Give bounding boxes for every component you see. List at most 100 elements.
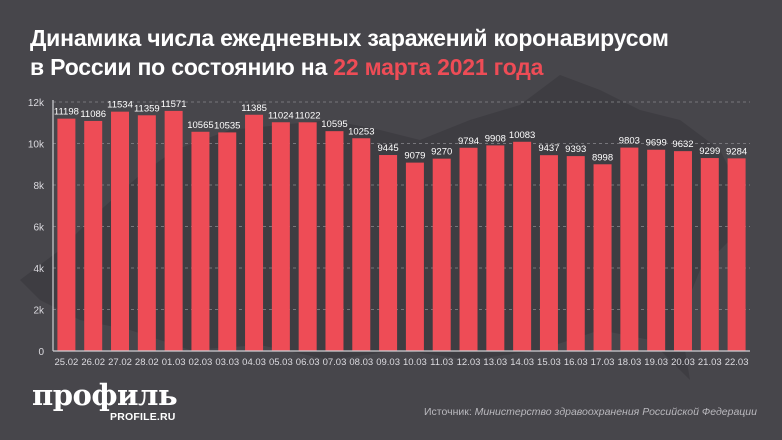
bar-28.02	[137, 115, 156, 351]
value-label: 11022	[295, 110, 321, 121]
value-label: 11534	[107, 100, 133, 111]
bar-21.03	[700, 158, 719, 351]
y-tick-label: 10k	[28, 140, 45, 151]
bar-12.03	[459, 147, 478, 351]
value-label: 9393	[565, 144, 586, 155]
title-date-accent: 22 марта 2021 года	[333, 54, 544, 80]
bar-07.03	[325, 131, 344, 351]
value-label: 11571	[161, 99, 187, 110]
y-axis-ticks: 0 2k 4k 6k 8k 10k 12k	[28, 98, 45, 358]
source-label: Источник:	[424, 406, 475, 418]
x-tick-label: 14.03	[510, 357, 534, 368]
value-label: 11359	[134, 103, 160, 114]
bars	[57, 110, 746, 352]
x-tick-label: 04.03	[242, 357, 266, 368]
value-label: 11385	[241, 103, 267, 114]
value-label: 10083	[509, 130, 535, 141]
value-label: 11086	[80, 109, 106, 120]
bar-13.03	[486, 145, 505, 351]
value-label: 9699	[646, 138, 667, 149]
bar-01.03	[164, 110, 183, 351]
x-tick-label: 19.03	[644, 357, 668, 368]
source-note: Источник: Министерство здравоохранения Р…	[424, 406, 757, 418]
x-tick-label: 06.03	[296, 357, 320, 368]
bar-08.03	[352, 138, 371, 351]
bar-14.03	[513, 141, 532, 351]
bar-10.03	[405, 162, 424, 351]
title-line-1: Динамика числа ежедневных заражений коро…	[30, 25, 669, 51]
profile-logo-url: PROFILE.RU	[110, 411, 176, 423]
value-label: 10595	[321, 119, 347, 130]
bar-26.02	[84, 120, 103, 351]
bar-09.03	[379, 155, 398, 351]
bar-11.03	[432, 158, 451, 351]
bar-25.02	[57, 118, 76, 351]
value-label: 11198	[54, 107, 79, 118]
bar-18.03	[620, 147, 639, 351]
x-tick-label: 03.03	[215, 357, 239, 368]
chart-title: Динамика числа ежедневных заражений коро…	[30, 24, 770, 82]
bar-05.03	[271, 122, 290, 351]
x-tick-label: 09.03	[376, 357, 400, 368]
value-label: 9803	[619, 136, 640, 147]
x-tick-label: 13.03	[483, 357, 507, 368]
value-label: 8998	[592, 152, 613, 163]
x-tick-label: 01.03	[162, 357, 186, 368]
y-tick-label: 12k	[28, 98, 45, 109]
gridlines	[53, 101, 750, 310]
bar-22.03	[727, 158, 746, 351]
x-tick-label: 10.03	[403, 357, 427, 368]
value-label: 9079	[404, 151, 425, 162]
x-tick-label: 05.03	[269, 357, 293, 368]
x-tick-label: 12.03	[457, 357, 481, 368]
value-label: 9437	[538, 143, 559, 154]
y-tick-label: 8k	[33, 181, 45, 192]
x-tick-label: 27.02	[108, 357, 132, 368]
x-tick-label: 28.02	[135, 357, 159, 368]
bar-17.03	[593, 164, 612, 351]
source-name: Министерство здравоохранения Российской …	[474, 406, 757, 418]
y-tick-label: 4k	[33, 264, 45, 275]
bar-16.03	[566, 156, 585, 351]
title-line-2: в России по состоянию на 22 марта 2021 г…	[30, 53, 770, 82]
x-tick-label: 16.03	[564, 357, 588, 368]
x-tick-label: 25.02	[55, 357, 79, 368]
value-label: 9794	[458, 136, 479, 147]
bar-20.03	[673, 151, 692, 351]
bar-02.03	[191, 131, 210, 351]
title-line-2-prefix: в России по состоянию на	[30, 54, 334, 80]
x-tick-label: 18.03	[617, 357, 641, 368]
x-tick-label: 02.03	[189, 357, 213, 368]
x-tick-label: 15.03	[537, 357, 561, 368]
x-axis-ticks: 25.02 26.02 27.02 28.02 01.03 02.03 03.03 04.03…	[55, 357, 749, 368]
x-tick-label: 11.03	[430, 357, 453, 368]
value-label: 9632	[672, 139, 693, 150]
x-tick-label: 26.02	[81, 357, 105, 368]
value-label: 9270	[431, 147, 452, 158]
value-label: 10535	[214, 120, 240, 131]
x-tick-label: 07.03	[323, 357, 347, 368]
y-tick-label: 6k	[33, 223, 45, 234]
value-label: 11024	[268, 110, 294, 121]
bar-15.03	[539, 155, 558, 351]
x-tick-label: 20.03	[671, 357, 695, 368]
value-label: 9445	[378, 143, 399, 154]
y-tick-label: 0	[38, 347, 44, 358]
bar-04.03	[245, 114, 264, 351]
bar-27.02	[111, 111, 130, 352]
x-tick-label: 21.03	[698, 357, 722, 368]
value-label: 9299	[699, 146, 720, 157]
value-label: 10253	[348, 126, 374, 137]
x-tick-label: 08.03	[349, 357, 373, 368]
bar-06.03	[298, 122, 317, 351]
value-label: 9908	[485, 133, 506, 144]
bar-03.03	[218, 132, 237, 351]
value-label: 10565	[187, 120, 213, 131]
bar-19.03	[647, 149, 666, 351]
profile-logo: профиль	[32, 378, 178, 412]
x-tick-label: 22.03	[725, 357, 749, 368]
value-label: 9284	[726, 146, 747, 157]
y-tick-label: 2k	[33, 306, 45, 317]
